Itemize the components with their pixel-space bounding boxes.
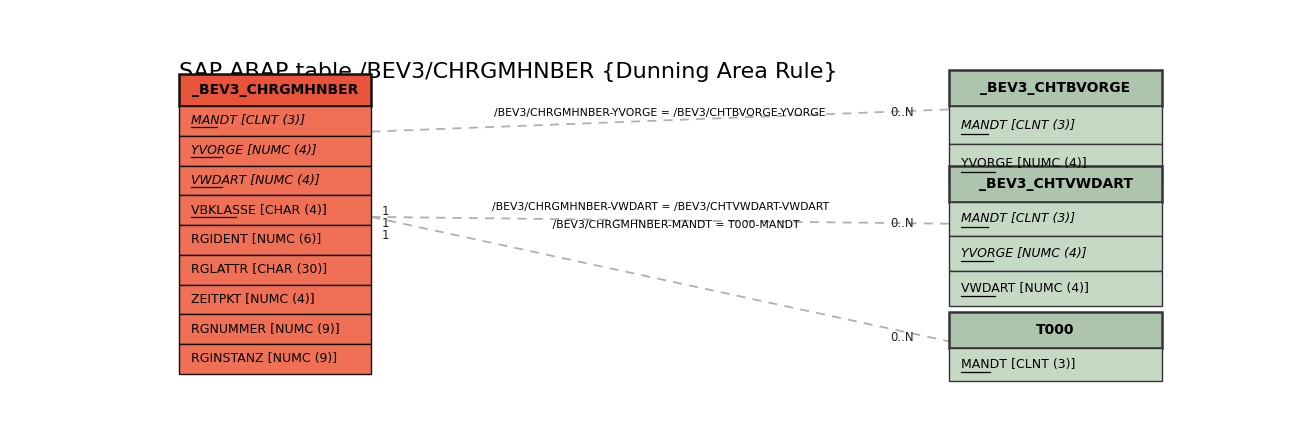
Text: /BEV3/CHRGMHNBER-MANDT = T000-MANDT: /BEV3/CHRGMHNBER-MANDT = T000-MANDT [521,220,799,230]
Text: _BEV3_CHRGMHNBER: _BEV3_CHRGMHNBER [192,83,358,97]
Text: MANDT [CLNT (3)]: MANDT [CLNT (3)] [961,119,1075,132]
Text: SAP ABAP table /BEV3/CHRGMHNBER {Dunning Area Rule}: SAP ABAP table /BEV3/CHRGMHNBER {Dunning… [179,62,837,82]
Bar [179,225,371,255]
Bar [179,106,371,136]
Text: 0..N: 0..N [889,106,913,119]
Bar [179,74,371,106]
Text: VWDART [NUMC (4)]: VWDART [NUMC (4)] [961,282,1090,295]
Text: RGNUMMER [NUMC (9)]: RGNUMMER [NUMC (9)] [191,323,340,336]
Bar [179,195,371,225]
Bar [950,236,1162,271]
Text: 1
1
1: 1 1 1 [382,205,388,242]
Text: T000: T000 [1036,323,1075,337]
Text: MANDT [CLNT (3)]: MANDT [CLNT (3)] [191,114,305,128]
Text: RGIDENT [NUMC (6)]: RGIDENT [NUMC (6)] [191,233,322,246]
Text: YVORGE [NUMC (4)]: YVORGE [NUMC (4)] [961,157,1087,170]
Text: VBKLASSE [CHAR (4)]: VBKLASSE [CHAR (4)] [191,204,327,217]
Text: RGINSTANZ [NUMC (9)]: RGINSTANZ [NUMC (9)] [191,353,337,365]
Text: /BEV3/CHRGMHNBER-VWDART = /BEV3/CHTVWDART-VWDART: /BEV3/CHRGMHNBER-VWDART = /BEV3/CHTVWDAR… [492,202,829,212]
Bar [179,284,371,314]
Text: 0..N: 0..N [889,217,913,230]
Text: _BEV3_CHTVWDART: _BEV3_CHTVWDART [978,177,1133,190]
Bar [950,144,1162,183]
Bar [179,344,371,374]
Bar [950,348,1162,381]
Bar [950,106,1162,144]
Bar [950,202,1162,236]
Text: YVORGE [NUMC (4)]: YVORGE [NUMC (4)] [191,144,317,157]
Text: MANDT [CLNT (3)]: MANDT [CLNT (3)] [961,358,1075,371]
Bar [179,136,371,166]
Bar [950,70,1162,106]
Text: /BEV3/CHRGMHNBER-YVORGE = /BEV3/CHTBVORGE-YVORGE: /BEV3/CHRGMHNBER-YVORGE = /BEV3/CHTBVORG… [494,108,825,118]
Text: YVORGE [NUMC (4)]: YVORGE [NUMC (4)] [961,247,1087,260]
Text: VWDART [NUMC (4)]: VWDART [NUMC (4)] [191,174,319,187]
Text: MANDT [CLNT (3)]: MANDT [CLNT (3)] [961,212,1075,225]
Text: 0..N: 0..N [889,331,913,345]
Text: _BEV3_CHTBVORGE: _BEV3_CHTBVORGE [981,81,1130,95]
Bar [950,271,1162,306]
Bar [950,312,1162,348]
Text: RGLATTR [CHAR (30)]: RGLATTR [CHAR (30)] [191,263,327,276]
Bar [179,166,371,195]
Bar [950,166,1162,202]
Bar [179,255,371,284]
Text: ZEITPKT [NUMC (4)]: ZEITPKT [NUMC (4)] [191,293,314,306]
Bar [179,314,371,344]
